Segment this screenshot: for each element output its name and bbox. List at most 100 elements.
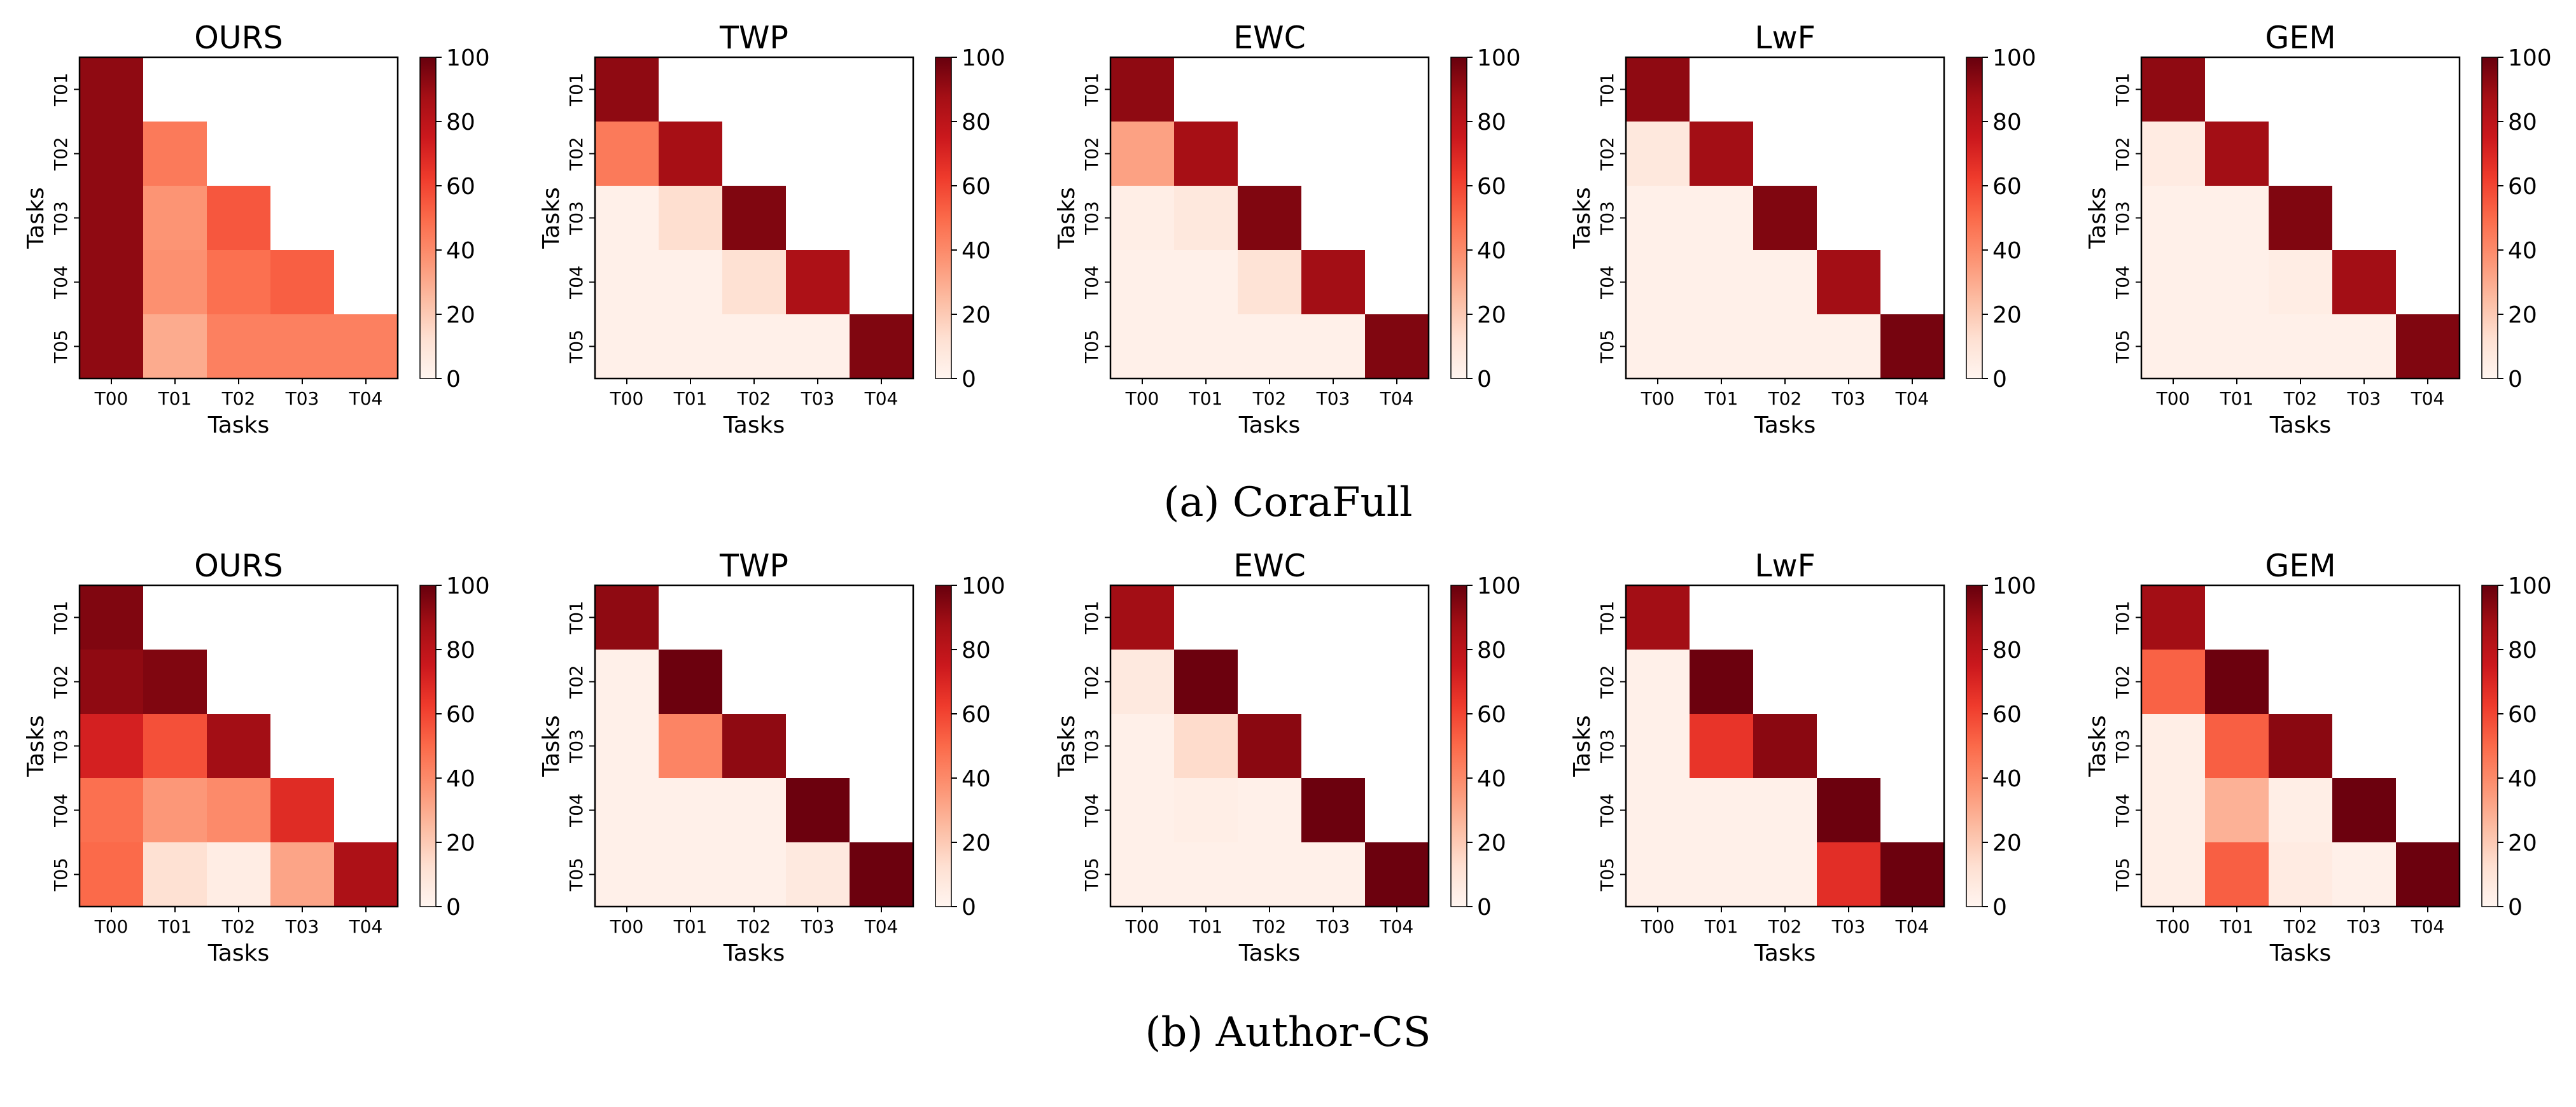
x-tick-label: T03 [1831,388,1866,409]
heatmap-cell [722,186,787,251]
y-tick-label: T05 [566,330,587,364]
x-axis-label: Tasks [723,940,785,966]
y-tick-label: T03 [2112,201,2133,235]
colorbar-tick-label: 40 [1992,238,2022,264]
x-tick-label: T02 [737,388,771,409]
x-tick-label: T02 [221,388,256,409]
heatmap-cell [1301,122,1366,186]
heatmap-cell [722,842,787,907]
heatmap-cell [2205,714,2269,779]
heatmap-cell [2269,122,2333,186]
heatmap-cell [1110,250,1175,315]
heatmap-cell [1817,714,1881,779]
y-tick-label: T01 [1081,601,1102,635]
colorbar-tick-label: 0 [1477,895,1492,921]
colorbar-tick-label: 20 [962,830,991,856]
heatmap-cell [207,650,271,714]
y-tick-label: T02 [566,665,587,699]
y-tick-label: T02 [566,137,587,171]
heatmap-cell [334,122,398,186]
heatmap-cell [1817,842,1881,907]
heatmap-cell [2332,714,2397,779]
x-tick-label: T04 [1380,388,1414,409]
heatmap-cell [270,122,335,186]
x-tick-label: T03 [2347,916,2381,937]
heatmap-corafull-ewc: EWC T00 T01 T02 T03 T04 T01 T02 T03 T04 T05 Tasks Ta… [1054,20,1521,438]
heatmap-cell [786,585,850,650]
chart-title: EWC [1233,20,1306,56]
y-tick-label: T01 [50,73,71,107]
heatmap-cell [850,714,914,779]
chart-title: TWP [719,548,788,584]
y-tick-label: T05 [1081,858,1102,892]
heatmap-cell [1817,186,1881,251]
colorbar-tick-label: 0 [2508,895,2523,921]
heatmap-cell [334,314,398,379]
heatmap-cell [595,122,659,186]
heatmap-cell [143,122,207,186]
heatmap-cell [1817,650,1881,714]
heatmap-cell [850,57,914,122]
heatmap-cell [1238,122,1302,186]
heatmap-author-cs-ewc: EWC T00 T01 T02 T03 T04 T01 T02 T03 T04 T05 Tasks Ta… [1054,548,1521,966]
heatmap-cell [2396,842,2460,907]
x-axis-label: Tasks [207,940,269,966]
heatmap-author-cs-gem: GEM T00 T01 T02 T03 T04 T01 T02 T03 T04 T05 Tasks Ta… [2085,548,2552,966]
chart-title: LwF [1754,20,1816,56]
heatmap-cell [270,314,335,379]
heatmap-cell [2396,57,2460,122]
chart-title: OURS [194,548,283,584]
heatmap-cell [1817,314,1881,379]
heatmap-cell [786,186,850,251]
heatmap-cell [207,250,271,315]
heatmap-cell [80,314,144,379]
chart-title: GEM [2265,20,2335,56]
colorbar-tick-label: 20 [1992,830,2022,856]
x-axis-label: Tasks [1754,940,1816,966]
heatmap-cell [786,57,850,122]
y-tick-label: T04 [566,265,587,300]
heatmap-cell [1174,714,1238,779]
heatmap-cell [2269,585,2333,650]
y-tick-label: T03 [566,201,587,235]
heatmap-cell [2141,122,2206,186]
chart-title: OURS [194,20,283,56]
heatmap-cell [2269,57,2333,122]
heatmap-cell [1880,314,1945,379]
y-tick-label: T04 [1597,793,1618,828]
colorbar-tick-label: 40 [1477,238,1506,264]
heatmap-cell [1110,650,1175,714]
colorbar-tick-label: 40 [2508,238,2537,264]
x-tick-label: T00 [94,388,129,409]
colorbar-tick-label: 0 [962,895,976,921]
heatmap-cell [207,186,271,251]
colorbar-tick-label: 100 [1477,45,1521,71]
heatmap-cell [2396,714,2460,779]
x-axis-label: Tasks [1238,412,1300,438]
y-axis-label: Tasks [23,715,49,777]
heatmap-cell [2141,842,2206,907]
y-tick-label: T05 [566,858,587,892]
y-tick-label: T02 [2112,665,2133,699]
heatmap-cell [2269,186,2333,251]
y-tick-label: T01 [2112,73,2133,107]
heatmap-cell [80,186,144,251]
heatmap-cell [1753,122,1817,186]
heatmap-cell [2205,585,2269,650]
x-tick-label: T03 [1831,916,1866,937]
heatmap-cell [270,250,335,315]
colorbar-tick-label: 80 [1477,637,1506,664]
colorbar-tick-label: 0 [1992,366,2007,393]
heatmap-cell [850,650,914,714]
heatmap-cell [722,314,787,379]
heatmap-cell [1365,714,1429,779]
heatmap-cell [2141,314,2206,379]
heatmap-cell [659,186,723,251]
x-tick-label: T00 [1641,916,1675,937]
heatmap-cell [1753,314,1817,379]
x-axis-label: Tasks [723,412,785,438]
heatmap-cell [80,650,144,714]
heatmap-cell [850,122,914,186]
heatmap-cell [659,842,723,907]
heatmap-cell [1238,250,1302,315]
